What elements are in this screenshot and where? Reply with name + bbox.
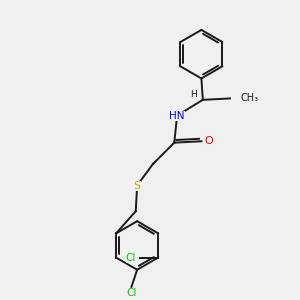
Text: CH₃: CH₃ bbox=[241, 93, 259, 103]
Text: Cl: Cl bbox=[126, 253, 136, 262]
Text: H: H bbox=[190, 90, 197, 99]
Text: HN: HN bbox=[169, 111, 185, 121]
Text: Cl: Cl bbox=[126, 288, 136, 298]
Text: O: O bbox=[204, 136, 213, 146]
Text: S: S bbox=[134, 181, 141, 190]
